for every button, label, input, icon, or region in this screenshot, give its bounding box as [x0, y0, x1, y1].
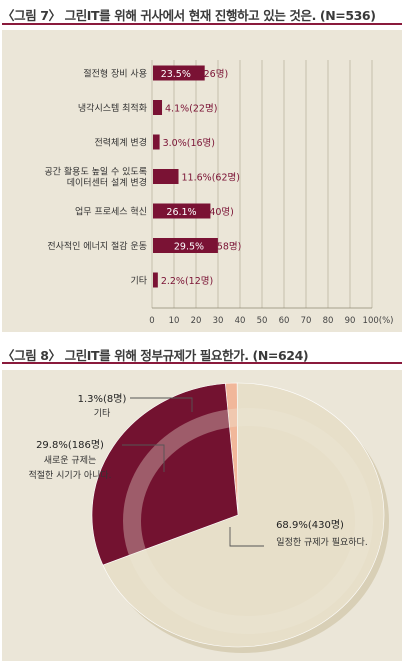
slice-label: 29.8%(186명) [36, 439, 104, 451]
category-label: 기타 [130, 276, 147, 287]
x-tick-label: 60 [279, 316, 290, 326]
x-tick-label: 30 [213, 316, 224, 326]
bar [153, 169, 179, 184]
leader-line [229, 527, 264, 547]
bar [153, 203, 211, 219]
bar [153, 238, 218, 253]
x-tick-label: 100(%) [363, 316, 394, 326]
data-label: 26.1% (140명) [166, 207, 233, 218]
x-tick-label: 90 [345, 316, 356, 326]
data-label: 11.6%(62명) [182, 172, 240, 183]
slice-label: 새로운 규제는 [44, 455, 97, 466]
category-label: 전력체계 변경 [94, 137, 147, 149]
data-label: 2.2%(12명) [161, 276, 213, 287]
slice-label: 적절한 시기가 아니다. [28, 469, 111, 481]
pie-highlight [123, 408, 373, 634]
bar-chart-panel: 0 10 20 30 40 50 60 70 80 90 100(%) 절전형 장비 사용 23.5%(… [2, 30, 402, 332]
bar [153, 100, 163, 115]
slice-label: 기타 [94, 408, 111, 419]
pie-slice [102, 382, 385, 648]
x-tick-label: 20 [191, 316, 202, 326]
bar [153, 65, 205, 81]
leader-line [130, 397, 193, 412]
category-label: 절전형 장비 사용 [83, 68, 147, 80]
data-label: 4.1%(22명) [165, 103, 217, 114]
data-label: 29.5% (158명) [174, 241, 241, 252]
slice-label: 일정한 규제가 필요하다. [276, 536, 367, 548]
category-label: 업무 프로세스 혁신 [75, 207, 147, 218]
category-label: 냉각시스템 최적화 [78, 102, 147, 114]
category-label: 공간 활용도 높일 수 있도록 [44, 166, 147, 178]
x-tick-label: 40 [235, 316, 246, 326]
pie-slice [91, 383, 239, 566]
x-tick-label: 80 [323, 316, 334, 326]
figure1-title-rule [2, 23, 402, 25]
figure2-title-rule [2, 362, 402, 364]
slice-label: 68.9%(430명) [276, 519, 344, 531]
leader-line [122, 444, 165, 472]
bar-chart: 0 10 20 30 40 50 60 70 80 90 100(%) 절전형 장비 사용 23.5%(… [44, 60, 394, 326]
figure2-title: 〈그림 8〉 그린IT를 위해 정부규제가 필요한가. (N=624) [2, 348, 309, 363]
x-tick-label: 10 [169, 316, 180, 326]
slice-label: 1.3%(8명) [78, 393, 127, 405]
category-label: 전사적인 에너지 절감 운동 [47, 240, 147, 252]
data-label: 23.5% (126명) [161, 69, 228, 80]
data-label: 3.0%(16명) [163, 138, 215, 149]
figure1-title: 〈그림 7〉 그린IT를 위해 귀사에서 현재 진행하고 있는 것은. (N=5… [2, 8, 376, 23]
category-label: 데이터센터 설계 변경 [67, 177, 147, 189]
x-tick-label: 70 [301, 316, 312, 326]
bar [153, 272, 158, 288]
x-tick-label: 50 [257, 316, 268, 326]
x-tick-label: 0 [149, 316, 154, 326]
bar [153, 134, 160, 150]
